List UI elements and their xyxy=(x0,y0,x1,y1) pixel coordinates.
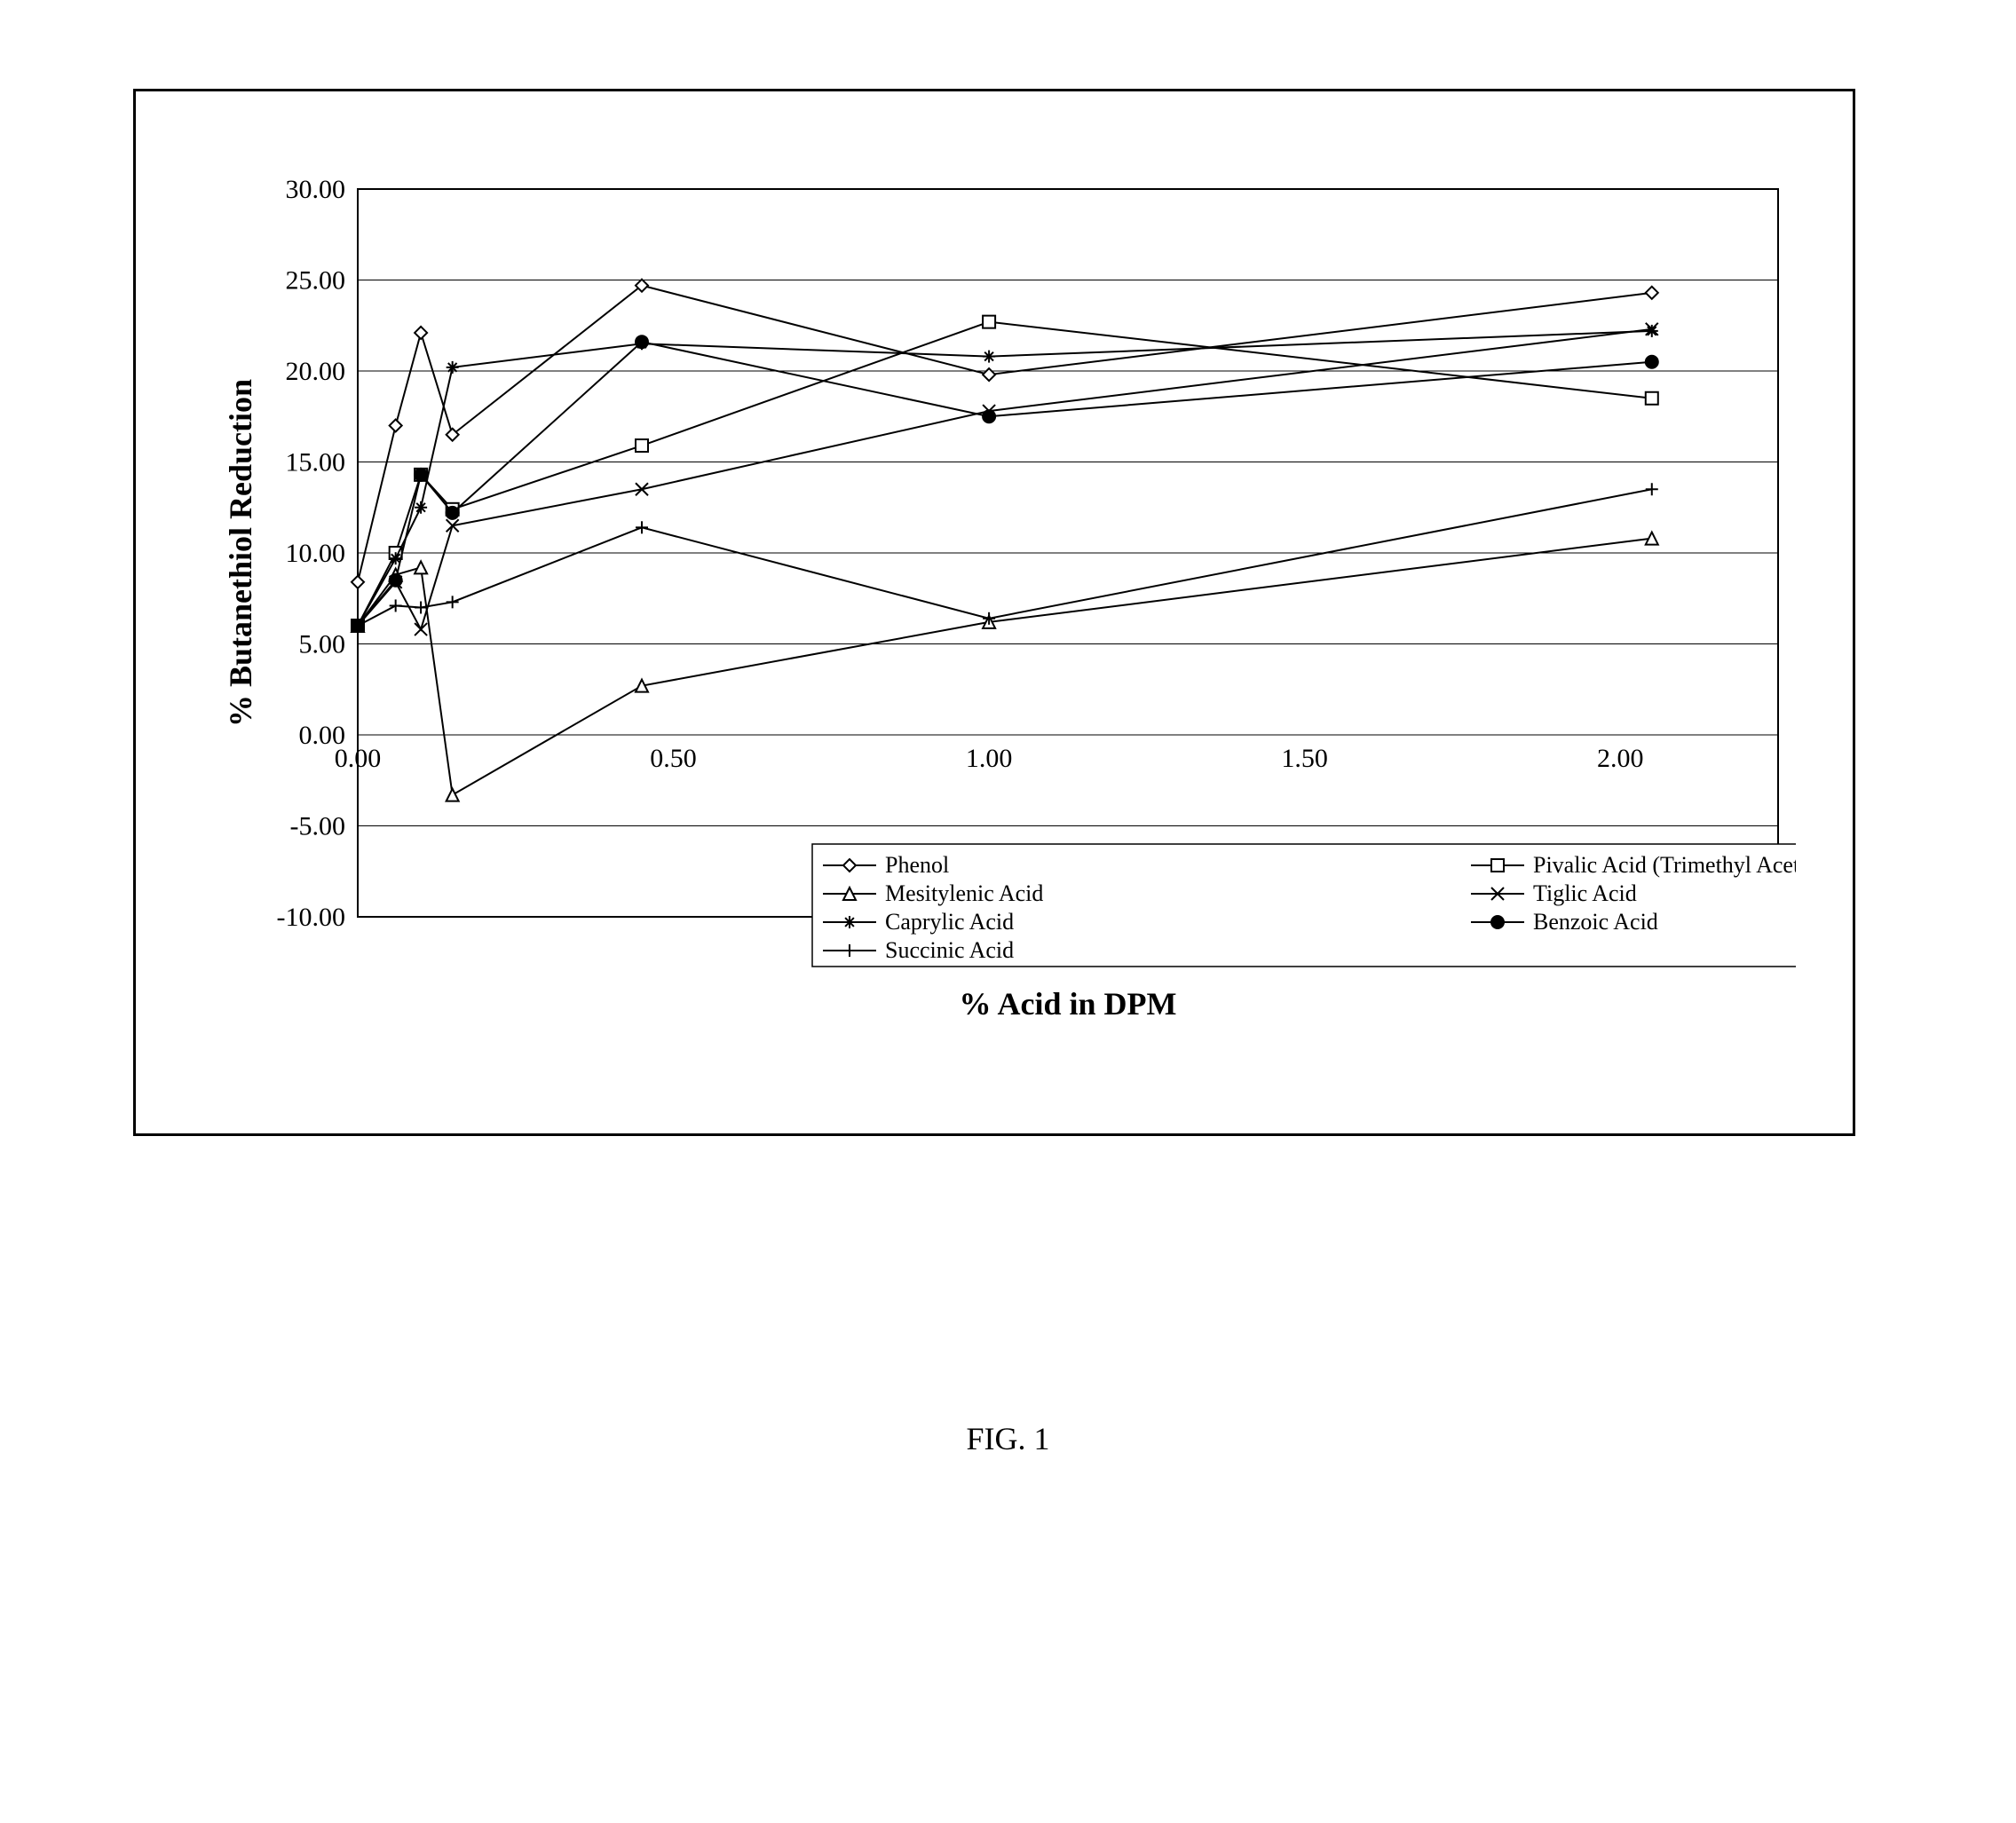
svg-text:30.00: 30.00 xyxy=(286,175,346,204)
svg-text:% Acid in DPM: % Acid in DPM xyxy=(959,986,1176,1022)
svg-text:10.00: 10.00 xyxy=(286,539,346,568)
svg-text:1.00: 1.00 xyxy=(966,744,1013,773)
svg-text:5.00: 5.00 xyxy=(299,630,346,659)
svg-text:2.00: 2.00 xyxy=(1597,744,1644,773)
svg-text:20.00: 20.00 xyxy=(286,357,346,386)
figure-caption: FIG. 1 xyxy=(0,1420,2016,1457)
page: -10.00-5.000.005.0010.0015.0020.0025.003… xyxy=(0,0,2016,1823)
svg-text:Benzoic Acid: Benzoic Acid xyxy=(1533,909,1658,935)
svg-text:-5.00: -5.00 xyxy=(290,812,346,841)
chart-svg: -10.00-5.000.005.0010.0015.0020.0025.003… xyxy=(207,171,1796,1041)
chart-frame: -10.00-5.000.005.0010.0015.0020.0025.003… xyxy=(133,89,1855,1136)
svg-text:1.50: 1.50 xyxy=(1281,744,1328,773)
svg-text:Pivalic Acid (Trimethyl Acetic: Pivalic Acid (Trimethyl Acetic Acid) xyxy=(1533,852,1796,878)
svg-text:Mesitylenic Acid: Mesitylenic Acid xyxy=(885,880,1043,906)
svg-text:Caprylic Acid: Caprylic Acid xyxy=(885,909,1014,935)
svg-text:Succinic Acid: Succinic Acid xyxy=(885,937,1014,963)
svg-text:% Butanethiol Reduction: % Butanethiol Reduction xyxy=(223,379,258,727)
svg-text:15.00: 15.00 xyxy=(286,448,346,477)
svg-text:25.00: 25.00 xyxy=(286,266,346,296)
svg-text:Phenol: Phenol xyxy=(885,852,949,878)
svg-text:0.50: 0.50 xyxy=(650,744,697,773)
chart-container: -10.00-5.000.005.0010.0015.0020.0025.003… xyxy=(207,171,1796,1041)
svg-text:-10.00: -10.00 xyxy=(277,903,346,932)
svg-text:Tiglic Acid: Tiglic Acid xyxy=(1533,880,1637,906)
